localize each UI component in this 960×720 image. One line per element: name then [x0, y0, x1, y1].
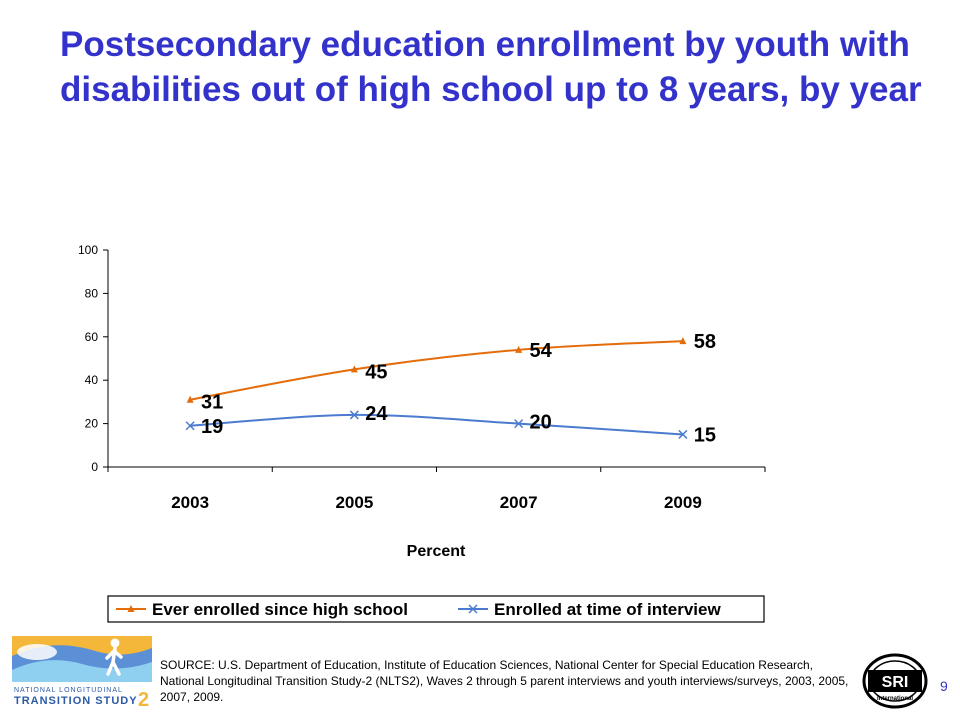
series-line	[190, 413, 683, 436]
data-label: 31	[201, 392, 223, 414]
line-chart: 0 20 40 60 80 100 2003 2005 2007 2009 Percent 31 45 5…	[78, 243, 766, 623]
data-point	[679, 337, 687, 345]
data-point	[185, 421, 195, 431]
data-label: 54	[530, 340, 553, 362]
x-tick-label: 2003	[171, 493, 209, 512]
x-tick-label: 2005	[335, 493, 373, 512]
logo-text-line2: TRANSITION STUDY	[14, 695, 138, 707]
x-axis-title: Percent	[407, 543, 466, 560]
y-tick-label: 60	[85, 330, 99, 344]
data-point	[515, 345, 523, 353]
x-tick-label: 2009	[664, 493, 702, 512]
series-line	[189, 340, 683, 401]
data-point	[514, 419, 524, 429]
data-point	[186, 395, 194, 403]
logo-number: 2	[138, 689, 149, 708]
y-tick-label: 20	[85, 417, 99, 431]
data-label: 20	[530, 412, 552, 434]
legend-label: Ever enrolled since high school	[152, 600, 408, 619]
nlts2-logo: NATIONAL LONGITUDINAL TRANSITION STUDY 2	[12, 636, 152, 708]
data-label: 24	[365, 403, 388, 425]
legend-marker	[468, 604, 478, 614]
y-tick-label: 40	[85, 373, 99, 387]
sri-logo-text: SRI	[882, 674, 909, 691]
y-tick-label: 0	[91, 460, 98, 474]
walking-person-icon	[105, 638, 123, 676]
data-point	[349, 410, 359, 420]
data-label: 19	[201, 416, 223, 438]
sri-logo-subtext: International	[877, 696, 913, 702]
source-note: SOURCE: U.S. Department of Education, In…	[160, 658, 849, 704]
page-number: 9	[940, 678, 948, 694]
legend-marker	[127, 605, 135, 612]
legend-label: Enrolled at time of interview	[494, 600, 721, 619]
logo-text-line1: NATIONAL LONGITUDINAL	[14, 687, 123, 694]
data-point	[350, 365, 358, 373]
y-tick-label: 80	[85, 286, 99, 300]
legend-box	[107, 595, 765, 623]
sri-international-logo: SRI International	[862, 653, 928, 709]
y-tick-label: 100	[78, 243, 98, 257]
data-label: 45	[365, 361, 387, 383]
data-point	[678, 429, 688, 439]
x-tick-label: 2007	[500, 493, 538, 512]
slide-title: Postsecondary education enrollment by yo…	[60, 25, 922, 109]
data-label: 58	[694, 331, 716, 353]
data-label: 15	[694, 424, 716, 446]
